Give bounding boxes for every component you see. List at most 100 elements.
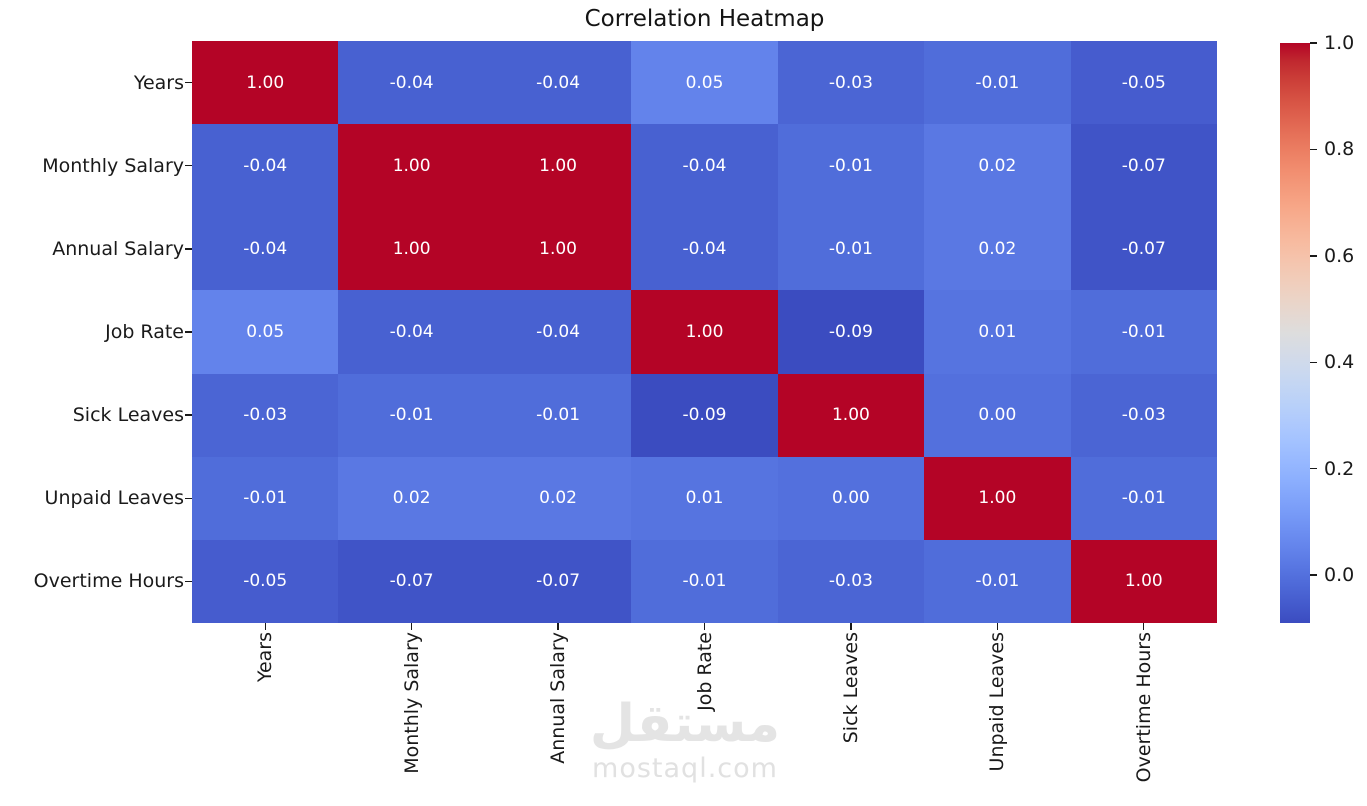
heatmap-cell: 1.00: [484, 207, 632, 291]
heatmap-cell: -0.04: [338, 290, 485, 374]
heatmap-cell: -0.01: [484, 373, 632, 457]
cell-value: 0.01: [685, 488, 724, 509]
heatmap-grid: 1.00 -0.04 -0.04 0.05 -0.03 -0.01 -0.05 -0.04 1.…: [192, 41, 1217, 623]
cell-value: -0.05: [243, 571, 288, 592]
y-tick-label: Overtime Hours: [33, 570, 184, 593]
heatmap-cell: -0.03: [192, 373, 339, 457]
heatmap-cell: -0.03: [777, 41, 925, 125]
heatmap-cell: -0.01: [192, 456, 339, 540]
colorbar-tick-label: 0.8: [1324, 138, 1355, 161]
colorbar-tick-mark: [1310, 361, 1317, 363]
cell-value: -0.03: [828, 72, 873, 93]
heatmap-cell: -0.03: [1070, 373, 1217, 457]
heatmap-cell: -0.05: [192, 539, 339, 623]
cell-value: -0.01: [536, 405, 581, 426]
colorbar-tick-mark: [1310, 467, 1317, 470]
heatmap-cell: -0.07: [338, 539, 485, 623]
x-tick-mark: [850, 623, 852, 630]
heatmap-cell: -0.05: [1070, 41, 1217, 125]
heatmap-cell: 0.00: [777, 456, 925, 540]
heatmap-cell: -0.04: [192, 124, 339, 208]
cell-value: 1.00: [246, 72, 285, 93]
cell-value: -0.01: [389, 405, 434, 426]
heatmap-cell: 0.01: [631, 456, 778, 540]
heatmap-cell: -0.01: [1070, 290, 1217, 374]
cell-value: 0.05: [685, 72, 724, 93]
heatmap-cell: -0.01: [924, 539, 1071, 623]
colorbar: [1280, 43, 1310, 623]
x-tick-mark: [410, 623, 413, 630]
colorbar-tick-label: 0.0: [1324, 564, 1355, 587]
colorbar-tick-mark: [1310, 42, 1317, 44]
cell-value: 0.02: [978, 238, 1017, 259]
heatmap-cell: -0.07: [1070, 207, 1217, 291]
heatmap-cell: 0.02: [484, 456, 632, 540]
cell-value: -0.01: [682, 571, 727, 592]
cell-value: -0.04: [536, 321, 581, 342]
x-tick-mark: [557, 623, 559, 630]
cell-value: -0.01: [828, 155, 873, 176]
cell-value: -0.01: [975, 72, 1020, 93]
y-tick-mark: [185, 81, 192, 84]
cell-value: 0.01: [978, 321, 1017, 342]
heatmap-cell: 0.02: [924, 207, 1071, 291]
heatmap-cell: -0.04: [338, 41, 485, 125]
heatmap-cell: -0.01: [777, 207, 925, 291]
colorbar-tick-label: 1.0: [1324, 32, 1355, 54]
y-tick-mark: [185, 248, 192, 250]
cell-value: -0.04: [243, 155, 288, 176]
cell-value: 0.02: [978, 155, 1017, 176]
heatmap-cell: 0.05: [192, 290, 339, 374]
heatmap-cell: 0.00: [924, 373, 1071, 457]
heatmap-cell: 1.00: [338, 207, 485, 291]
x-tick-mark: [264, 623, 266, 630]
heatmap-cell: 1.00: [924, 456, 1071, 540]
x-tick-label: Overtime Hours: [1132, 632, 1155, 783]
heatmap-cell: 0.01: [924, 290, 1071, 374]
y-tick-mark: [185, 414, 192, 416]
cell-value: -0.09: [828, 321, 873, 342]
colorbar-tick-label: 0.2: [1324, 457, 1355, 480]
heatmap-cell: 1.00: [631, 290, 778, 374]
cell-value: -0.07: [1121, 155, 1166, 176]
cell-value: -0.05: [1121, 72, 1166, 93]
cell-value: -0.09: [682, 405, 727, 426]
watermark: مستقل mostaql.com: [540, 694, 830, 784]
heatmap-cell: 0.02: [338, 456, 485, 540]
heatmap-cell: -0.04: [484, 290, 632, 374]
colorbar-tick-mark: [1310, 255, 1317, 257]
heatmap-cell: -0.01: [338, 373, 485, 457]
cell-value: -0.07: [1121, 238, 1166, 259]
y-tick-mark: [185, 497, 192, 499]
heatmap-cell: -0.01: [1070, 456, 1217, 540]
cell-value: 1.00: [392, 155, 431, 176]
heatmap-cell: -0.07: [484, 539, 632, 623]
heatmap-cell: -0.01: [631, 539, 778, 623]
cell-value: 1.00: [539, 238, 577, 259]
x-tick-mark: [703, 623, 706, 630]
cell-value: 0.00: [978, 405, 1017, 426]
cell-value: 1.00: [539, 155, 577, 176]
cell-value: 0.00: [831, 488, 870, 509]
y-tick-label: Years: [133, 71, 184, 94]
cell-value: -0.03: [828, 571, 873, 592]
cell-value: -0.04: [682, 155, 727, 176]
cell-value: -0.04: [682, 238, 727, 259]
watermark-logo: مستقل: [589, 694, 781, 754]
heatmap-cell: 1.00: [192, 41, 339, 125]
colorbar-tick-mark: [1310, 148, 1317, 151]
y-tick-label: Unpaid Leaves: [44, 487, 184, 510]
heatmap-cell: 1.00: [484, 124, 632, 208]
cell-value: -0.03: [243, 405, 288, 426]
heatmap-cell: -0.04: [192, 207, 339, 291]
cell-value: -0.04: [243, 238, 288, 259]
cell-value: 1.00: [1124, 571, 1163, 592]
heatmap-cell: -0.01: [924, 41, 1071, 125]
y-tick-mark: [185, 580, 192, 583]
heatmap-cell: -0.01: [777, 124, 925, 208]
y-tick-label: Annual Salary: [52, 237, 184, 260]
heatmap-cell: -0.04: [484, 41, 632, 125]
heatmap-cell: 0.02: [924, 124, 1071, 208]
heatmap-cell: 1.00: [1070, 539, 1217, 623]
heatmap-cell: -0.04: [631, 124, 778, 208]
